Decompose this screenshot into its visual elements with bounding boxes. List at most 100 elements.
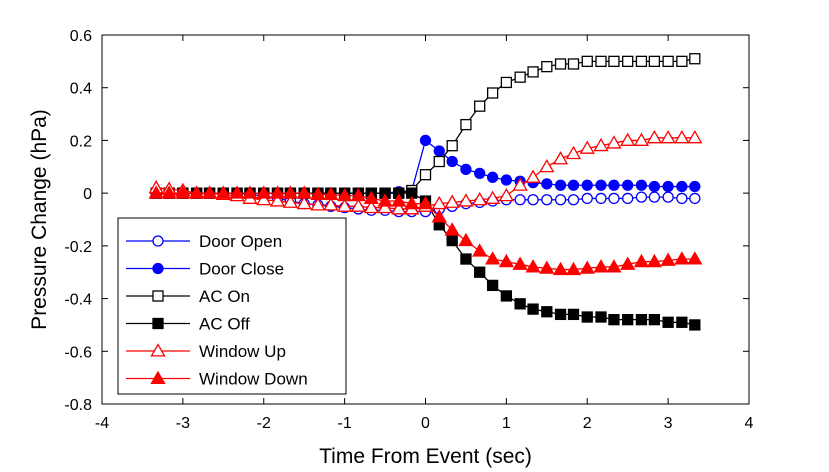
data-point — [676, 180, 688, 193]
data-point — [323, 197, 339, 211]
data-point — [662, 55, 674, 68]
legend-marker — [152, 317, 164, 330]
data-point — [567, 308, 580, 321]
data-point — [635, 191, 648, 203]
legend-label: AC Off — [199, 315, 250, 334]
x-tick-label: 3 — [664, 415, 673, 432]
data-point — [310, 197, 326, 211]
data-point — [444, 194, 460, 208]
data-point — [350, 198, 366, 212]
data-point — [606, 135, 622, 149]
data-point — [337, 187, 353, 202]
data-point — [581, 311, 593, 323]
data-point — [541, 178, 553, 190]
data-point — [579, 260, 595, 274]
data-point — [581, 192, 593, 205]
data-point — [269, 193, 286, 207]
ticks-layer: -4 -3 -2 -1 0 1 2 3 4 -0.8 -0.6 -0.4 -0.2 0 0.2 0.4 0.6 — [64, 28, 753, 432]
data-point — [323, 186, 339, 200]
data-point — [595, 55, 607, 68]
data-point — [377, 199, 393, 214]
data-point — [485, 251, 501, 265]
y-tick-label: -0.2 — [64, 239, 92, 256]
data-point — [676, 316, 688, 328]
data-point — [620, 132, 636, 146]
data-point — [460, 163, 472, 176]
data-point — [593, 137, 609, 152]
legend: Door Open Door Close AC On AC Off Window Up W… — [117, 217, 347, 395]
y-tick-label: -0.6 — [64, 344, 92, 361]
data-point — [581, 179, 593, 191]
data-point — [622, 179, 634, 191]
data-point — [460, 253, 472, 265]
data-point — [674, 129, 690, 144]
data-point — [242, 185, 258, 199]
y-tick-label: 0.6 — [70, 28, 92, 45]
data-point — [579, 140, 595, 154]
data-point — [689, 192, 701, 205]
data-point — [189, 185, 205, 199]
data-point — [525, 169, 541, 183]
data-point — [337, 198, 353, 212]
data-point — [646, 253, 662, 268]
data-point — [525, 259, 541, 273]
data-point — [229, 185, 245, 199]
data-point — [662, 180, 674, 193]
data-point — [635, 179, 648, 191]
data-point — [446, 140, 458, 152]
data-point — [595, 179, 607, 191]
data-point — [446, 234, 458, 247]
data-point — [474, 100, 486, 112]
data-point — [595, 311, 607, 323]
data-point — [608, 314, 620, 326]
data-point — [256, 185, 272, 199]
data-point — [474, 266, 486, 278]
data-point — [676, 55, 688, 68]
data-point — [161, 185, 177, 199]
data-point — [486, 279, 499, 292]
data-point — [606, 259, 622, 273]
data-point — [622, 314, 634, 326]
data-point — [689, 53, 701, 65]
legend-marker — [150, 370, 166, 385]
data-point — [676, 192, 688, 205]
data-point — [500, 290, 513, 302]
legend-item: Door Close — [126, 260, 284, 279]
data-point — [514, 71, 526, 83]
y-tick-label: 0.4 — [70, 81, 92, 98]
data-point — [472, 191, 488, 206]
data-point — [282, 194, 299, 208]
data-point — [417, 195, 434, 210]
data-point — [648, 55, 661, 68]
data-point — [662, 316, 674, 328]
data-point — [512, 256, 528, 270]
data-point — [431, 195, 447, 210]
data-point — [622, 192, 634, 205]
x-axis-title: Time From Event (sec) — [319, 445, 532, 468]
data-point — [377, 193, 393, 207]
data-point — [282, 185, 299, 199]
data-point — [527, 303, 539, 315]
data-point — [648, 314, 661, 326]
data-point — [269, 185, 286, 199]
data-point — [498, 187, 514, 202]
legend-marker — [152, 235, 164, 247]
data-point — [431, 209, 447, 223]
data-point — [350, 187, 366, 202]
x-tick-label: 2 — [583, 415, 592, 432]
data-point — [660, 129, 676, 144]
data-point — [646, 129, 662, 144]
data-point — [660, 252, 676, 266]
data-point — [674, 251, 690, 265]
data-point — [363, 199, 379, 214]
series-window-down — [148, 185, 703, 276]
data-point — [514, 298, 526, 310]
data-point — [554, 194, 567, 206]
data-point — [622, 55, 634, 68]
data-point — [433, 145, 445, 157]
data-point — [486, 171, 499, 183]
data-point — [527, 66, 539, 78]
data-point — [539, 158, 555, 173]
legend-item: AC On — [126, 287, 250, 306]
data-point — [552, 261, 569, 276]
